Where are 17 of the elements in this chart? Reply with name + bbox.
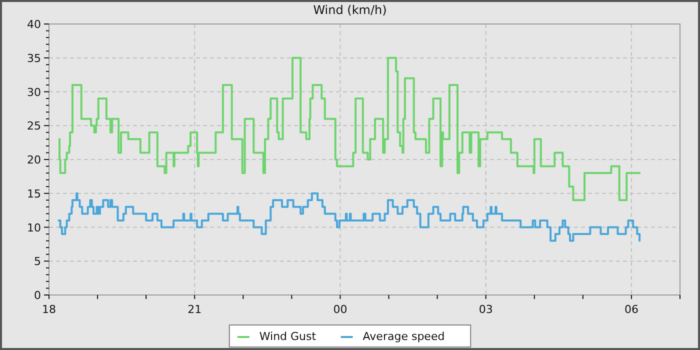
legend-label: Average speed bbox=[362, 330, 445, 343]
y-tick-label: 20 bbox=[27, 154, 41, 166]
y-tick-label: 35 bbox=[27, 52, 41, 65]
x-tick-label: 06 bbox=[624, 303, 638, 316]
y-tick-label: 5 bbox=[34, 255, 41, 268]
y-tick-label: 25 bbox=[27, 120, 41, 133]
x-tick-label: 21 bbox=[188, 303, 202, 316]
legend-label: Wind Gust bbox=[259, 330, 317, 343]
y-tick-label: 40 bbox=[27, 18, 41, 31]
y-tick-label: 30 bbox=[27, 86, 41, 99]
chart-title: Wind (km/h) bbox=[313, 3, 387, 17]
x-tick-label: 18 bbox=[42, 303, 56, 316]
x-tick-label: 00 bbox=[333, 303, 348, 316]
x-tick-label: 03 bbox=[478, 303, 493, 316]
y-tick-label: 15 bbox=[27, 187, 41, 200]
y-tick-label: 10 bbox=[27, 221, 41, 234]
y-tick-label: 0 bbox=[34, 289, 41, 302]
